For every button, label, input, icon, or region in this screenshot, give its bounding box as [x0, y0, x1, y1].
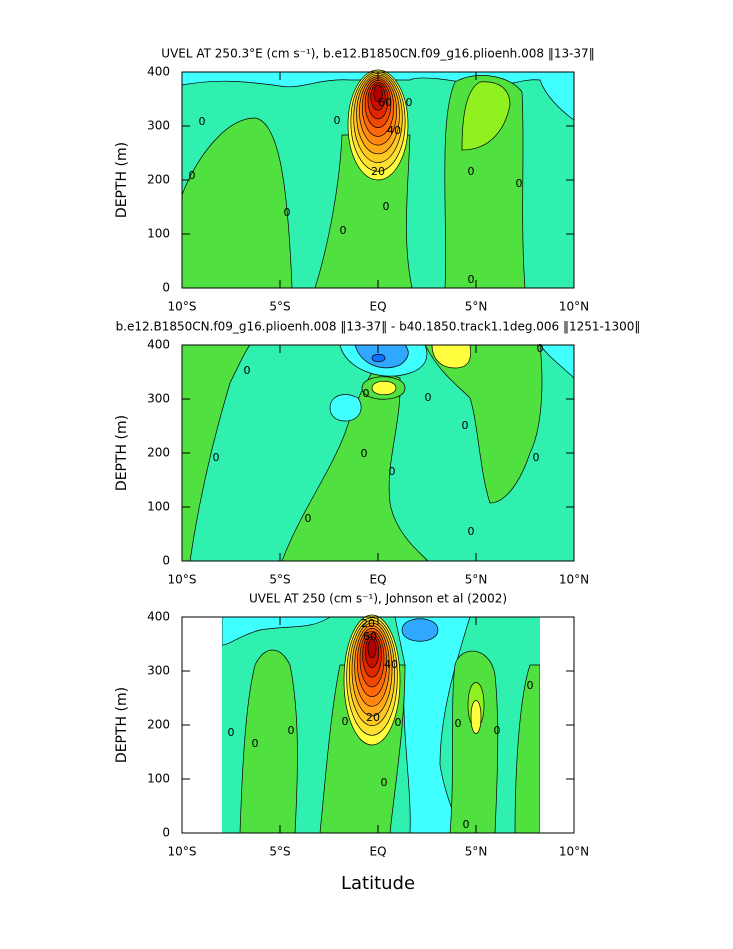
x-tick-label: 10°S: [168, 573, 197, 587]
y-tick-label: 0: [162, 554, 170, 568]
contour-label: 0: [537, 342, 544, 355]
x-axis-label: Latitude: [341, 873, 415, 894]
contour-label: 0: [199, 115, 206, 128]
contour-label: 20: [371, 165, 385, 178]
y-tick-label: 0: [162, 281, 170, 295]
contour-label: 60: [363, 630, 377, 643]
contour-label: 0: [406, 96, 413, 109]
x-tick-label: 5°N: [465, 300, 488, 314]
contour-label: 0: [228, 726, 235, 739]
x-tick-label: 5°S: [269, 300, 290, 314]
chart-title: UVEL AT 250 (cm s⁻¹), Johnson et al (200…: [249, 592, 507, 606]
contour-label: 0: [363, 387, 370, 400]
contour-label: 0: [340, 224, 347, 237]
y-tick-label: 200: [147, 173, 170, 187]
contour-fill: [329, 394, 362, 422]
contour-label: 0: [389, 465, 396, 478]
contour-label: 20: [361, 617, 375, 630]
contour-label: 0: [383, 200, 390, 213]
contour-fill: [181, 344, 251, 562]
contour-label: 0: [334, 114, 341, 127]
contour-fill: [239, 649, 298, 834]
contour-label: 60: [378, 96, 392, 109]
contour-fill: [373, 85, 383, 102]
y-tick-label: 400: [147, 338, 170, 352]
x-tick-label: EQ: [369, 573, 386, 587]
contour-fill: [470, 700, 482, 734]
contour-fill: [514, 664, 541, 834]
contour-label: 0: [252, 737, 259, 750]
y-tick-label: 300: [147, 664, 170, 678]
contour-fill: [424, 344, 543, 504]
contour-fill: [221, 616, 332, 646]
contour-label: 0: [213, 451, 220, 464]
contour-label: 40: [387, 124, 401, 137]
x-tick-label: 10°N: [559, 573, 589, 587]
y-tick-label: 300: [147, 119, 170, 133]
contour-label: 0: [462, 419, 469, 432]
y-tick-label: 200: [147, 718, 170, 732]
chart-title: b.e12.B1850CN.f09_g16.plioenh.008 ‖13-37…: [116, 320, 641, 334]
contour-fill: [371, 353, 386, 363]
contour-label: 0: [527, 679, 534, 692]
y-tick-label: 400: [147, 610, 170, 624]
y-tick-label: 200: [147, 446, 170, 460]
x-tick-label: 5°S: [269, 573, 290, 587]
contour-label: 0: [494, 724, 501, 737]
contour-label: 0: [288, 724, 295, 737]
x-tick-label: 5°S: [269, 845, 290, 859]
contour-fill: [461, 81, 511, 151]
contour-fill: [449, 650, 499, 834]
contour-label: 0: [284, 206, 291, 219]
y-axis-label: DEPTH (m): [114, 415, 130, 491]
contour-label: 0: [244, 364, 251, 377]
y-tick-label: 100: [147, 227, 170, 241]
contour-label: 0: [425, 391, 432, 404]
x-tick-label: EQ: [369, 300, 386, 314]
contour-label: 0: [455, 717, 462, 730]
contour-label: 40: [384, 658, 398, 671]
contour-label: 0: [468, 525, 475, 538]
x-tick-label: 10°S: [168, 845, 197, 859]
y-tick-label: 300: [147, 392, 170, 406]
contour-label: 0: [516, 177, 523, 190]
contour-label: 0: [361, 447, 368, 460]
contour-label: 0: [463, 818, 470, 831]
chart-title: UVEL AT 250.3°E (cm s⁻¹), b.e12.B1850CN.…: [161, 47, 594, 61]
contour-fill: [367, 638, 377, 659]
contour-plot: [182, 614, 574, 834]
contour-label: 0: [468, 165, 475, 178]
y-axis-label: DEPTH (m): [114, 142, 130, 218]
contour-label: 0: [305, 512, 312, 525]
contour-fill: [371, 380, 397, 396]
y-axis-label: DEPTH (m): [114, 687, 130, 763]
contour-label: 0: [468, 273, 475, 286]
x-tick-label: 5°N: [465, 573, 488, 587]
contour-fill: [281, 367, 429, 562]
contour-plot: [181, 69, 575, 289]
y-tick-label: 400: [147, 65, 170, 79]
contour-fill: [431, 344, 471, 369]
x-tick-label: EQ: [369, 845, 386, 859]
y-tick-label: 100: [147, 500, 170, 514]
y-tick-label: 100: [147, 772, 170, 786]
contour-label: 0: [189, 169, 196, 182]
contour-label: 20: [366, 711, 380, 724]
y-tick-label: 0: [162, 826, 170, 840]
contour-label: 0: [381, 776, 388, 789]
contour-label: 0: [395, 716, 402, 729]
contour-fill: [401, 618, 439, 642]
x-tick-label: 5°N: [465, 845, 488, 859]
contour-fill: [181, 117, 293, 289]
x-tick-label: 10°S: [168, 300, 197, 314]
x-tick-label: 10°N: [559, 300, 589, 314]
x-tick-label: 10°N: [559, 845, 589, 859]
contour-label: 0: [342, 715, 349, 728]
contour-label: 0: [533, 451, 540, 464]
contour-plot: [181, 344, 575, 562]
